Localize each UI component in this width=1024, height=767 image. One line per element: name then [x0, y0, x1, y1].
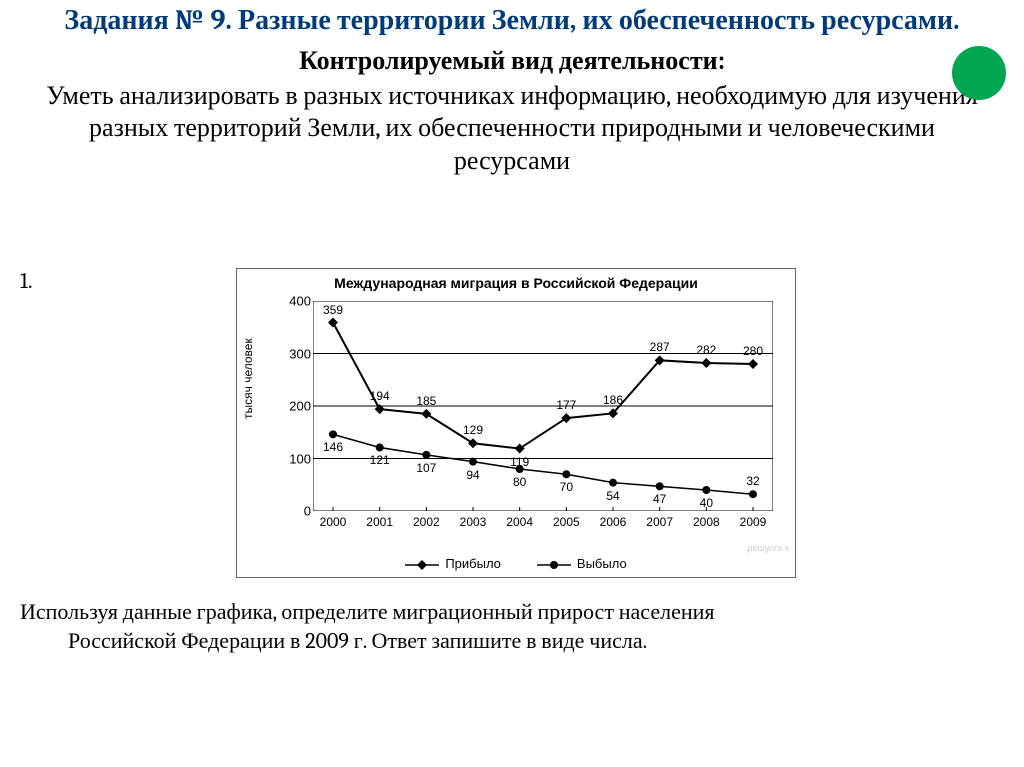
page-title: Задания № 9. Разные территории Земли, их… — [60, 4, 964, 38]
chart-y-label: тысяч человек — [241, 338, 255, 419]
chart-data-label: 70 — [560, 480, 573, 494]
chart-legend: Прибыло Выбыло — [237, 556, 795, 571]
chart-data-label: 121 — [370, 453, 390, 467]
chart-data-label: 94 — [466, 468, 479, 482]
chart-x-tick: 2007 — [646, 515, 673, 529]
chart-x-tick: 2006 — [600, 515, 627, 529]
chart-data-label: 54 — [606, 489, 619, 503]
question-line1: Используя данные графика, определите миг… — [20, 599, 715, 625]
legend-item: Выбыло — [537, 556, 627, 571]
chart-y-ticks: 0100200300400 — [279, 301, 311, 511]
chart-data-label: 40 — [700, 496, 713, 510]
chart-x-tick: 2009 — [740, 515, 767, 529]
chart-x-tick: 2000 — [320, 515, 347, 529]
task-number: 1. — [20, 268, 33, 294]
circle-marker-icon — [537, 559, 571, 571]
chart-y-tick: 300 — [279, 346, 311, 361]
chart-x-tick: 2002 — [413, 515, 440, 529]
chart-plot-area: 359 194 185 129 119 177 186 287 282 280 146 121 107 9… — [313, 301, 773, 511]
legend-label: Прибыло — [445, 556, 501, 571]
chart-data-label: 146 — [323, 440, 343, 454]
chart-y-tick: 400 — [279, 294, 311, 309]
chart-data-label: 359 — [323, 303, 343, 317]
chart-x-tick: 2008 — [693, 515, 720, 529]
chart-y-tick: 0 — [279, 504, 311, 519]
chart-data-label: 80 — [513, 475, 526, 489]
chart-data-label: 186 — [603, 393, 623, 407]
chart-x-tick: 2005 — [553, 515, 580, 529]
chart-data-label: 119 — [510, 455, 529, 469]
chart-data-label: 185 — [416, 394, 436, 408]
slide-marker-dot — [952, 46, 1006, 100]
legend-label: Выбыло — [577, 556, 627, 571]
chart-data-label: 177 — [556, 398, 576, 412]
question-text: Используя данные графика, определите миг… — [20, 598, 984, 655]
legend-item: Прибыло — [405, 556, 501, 571]
chart-data-label: 280 — [743, 344, 763, 358]
chart-x-tick: 2001 — [366, 515, 393, 529]
body-text: Уметь анализировать в разных источниках … — [0, 80, 1024, 178]
chart-watermark: решуогэ.х — [747, 543, 789, 553]
chart-y-tick: 200 — [279, 399, 311, 414]
chart-x-tick: 2003 — [460, 515, 487, 529]
chart-x-tick: 2004 — [506, 515, 533, 529]
chart-data-label: 47 — [653, 492, 666, 506]
chart-data-label: 287 — [650, 340, 670, 354]
chart-data-label: 32 — [746, 474, 759, 488]
chart-data-label: 107 — [416, 461, 436, 475]
chart-title: Международная миграция в Российской Феде… — [237, 269, 795, 291]
chart-data-label: 129 — [463, 423, 483, 437]
subtitle: Контролируемый вид деятельности: — [0, 46, 1024, 76]
chart-data-label: 282 — [696, 343, 716, 357]
chart-y-tick: 100 — [279, 451, 311, 466]
diamond-marker-icon — [405, 559, 439, 571]
question-line2: Российской Федерации в 2009 г. Ответ зап… — [20, 627, 984, 656]
chart-data-label: 194 — [370, 389, 390, 403]
migration-chart: Международная миграция в Российской Феде… — [236, 268, 796, 578]
